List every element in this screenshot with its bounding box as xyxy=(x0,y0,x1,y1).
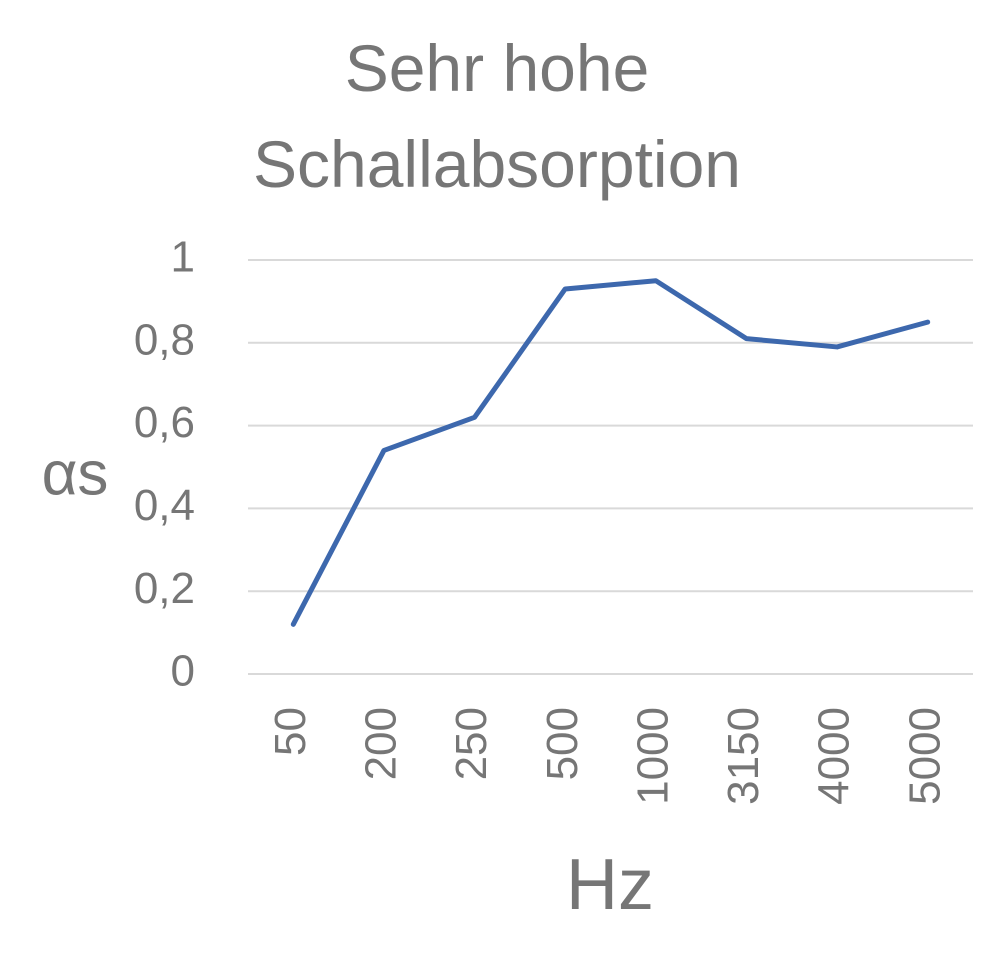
x-tick-label: 500 xyxy=(538,707,587,780)
y-tick-label: 1 xyxy=(171,233,195,282)
y-tick-label: 0,4 xyxy=(134,481,195,530)
x-axis-label: Hz xyxy=(566,845,654,925)
chart-title: Sehr hohe Schallabsorption xyxy=(253,31,741,201)
x-tick-label: 50 xyxy=(266,707,315,756)
y-axis-label: αs xyxy=(42,439,109,508)
y-tick-label: 0,8 xyxy=(134,315,195,364)
x-tick-label: 200 xyxy=(357,707,406,780)
y-tick-label: 0,2 xyxy=(134,564,195,613)
y-tick-label: 0,6 xyxy=(134,398,195,447)
x-tick-label: 3150 xyxy=(719,707,768,805)
x-tick-label: 1000 xyxy=(628,707,677,805)
x-tick-label: 4000 xyxy=(810,707,859,805)
data-line xyxy=(290,278,931,627)
x-tick-label: 5000 xyxy=(900,707,949,805)
x-tick-label: 250 xyxy=(447,707,496,780)
y-tick-label: 0 xyxy=(171,647,195,696)
